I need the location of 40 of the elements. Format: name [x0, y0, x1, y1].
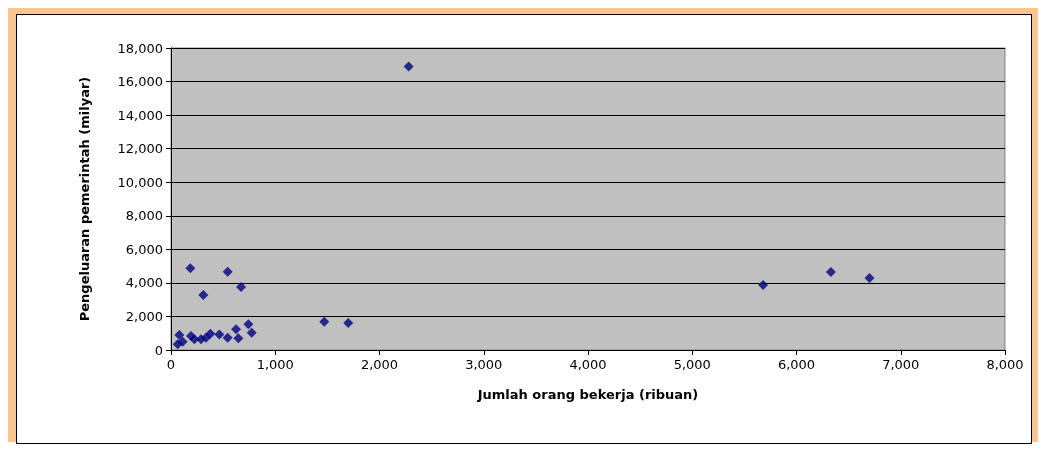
point [319, 316, 330, 327]
point [231, 324, 242, 335]
point [864, 273, 875, 284]
point [343, 317, 354, 328]
point [825, 266, 836, 277]
x-tick-label: 2,000 [360, 357, 399, 372]
point [198, 289, 209, 300]
y-tick-label: 16,000 [117, 74, 163, 90]
x-tick-label: 8,000 [986, 357, 1024, 372]
point [177, 336, 188, 347]
y-tick-label: 18,000 [117, 40, 163, 56]
y-tick-label: 8,000 [125, 208, 163, 224]
point [214, 329, 225, 340]
x-tick-label: 0 [166, 357, 176, 372]
point [246, 327, 257, 338]
x-axis-title: Jumlah orang bekerja (ribuan) [476, 387, 699, 402]
y-tick-label: 0 [154, 342, 163, 358]
x-tick-label: 4,000 [569, 357, 607, 372]
y-tick-label: 12,000 [117, 141, 163, 157]
x-tick-label: 6,000 [777, 357, 816, 372]
x-tick-label: 7,000 [882, 357, 920, 372]
x-tick-label: 1,000 [256, 357, 294, 372]
y-tick-label: 4,000 [125, 275, 163, 291]
x-tick-label: 5,000 [673, 357, 711, 372]
y-axis-title: Pengeluaran pemerintah (milyar) [77, 76, 92, 322]
point [758, 280, 769, 291]
point [243, 319, 254, 330]
point [233, 333, 244, 344]
y-tick-label: 6,000 [125, 241, 163, 257]
x-tick-label: 3,000 [465, 357, 503, 372]
y-tick-label: 14,000 [117, 107, 163, 123]
point [403, 61, 414, 72]
point [185, 263, 196, 274]
point [174, 330, 185, 341]
point [222, 266, 233, 277]
y-tick-label: 10,000 [117, 174, 163, 190]
y-tick-label: 2,000 [125, 308, 163, 324]
point [222, 332, 233, 343]
point [205, 328, 216, 339]
point [236, 282, 247, 293]
